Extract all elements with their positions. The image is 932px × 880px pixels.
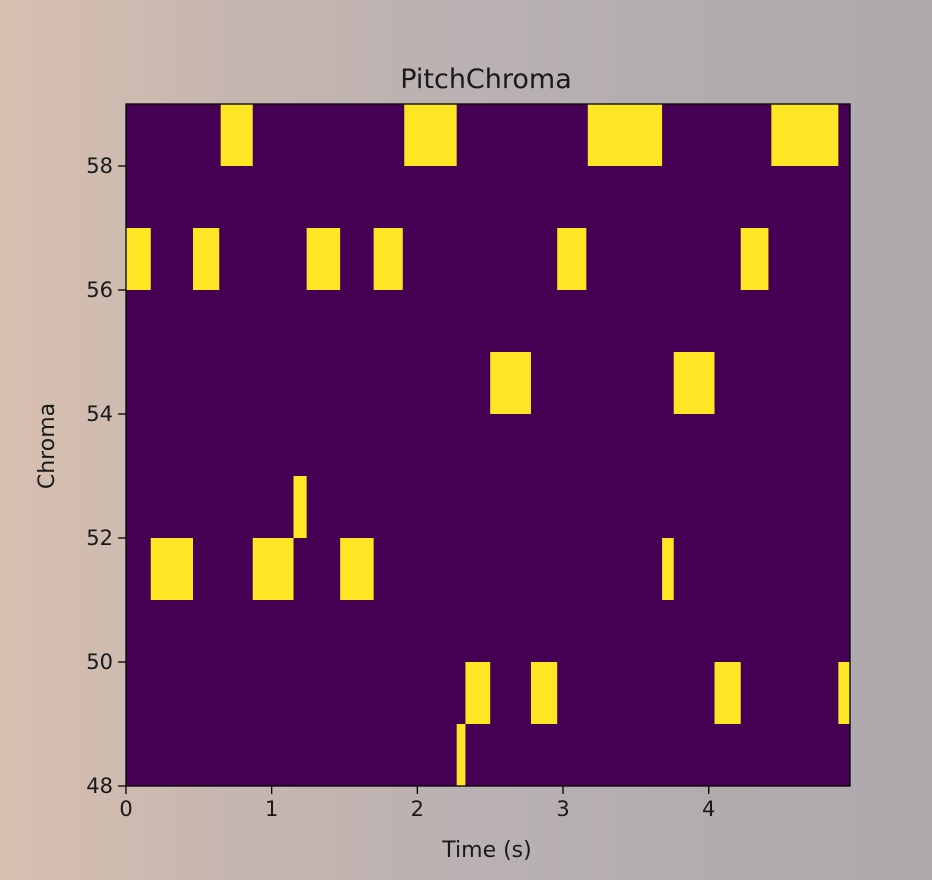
- x-tick-label: 2: [411, 797, 424, 821]
- active-cell: [252, 538, 294, 600]
- active-cell: [373, 228, 403, 290]
- active-cell: [150, 538, 194, 600]
- plot-frame: [125, 103, 851, 787]
- active-cell: [126, 228, 151, 290]
- active-cell: [456, 724, 466, 786]
- y-tick-label: 50: [86, 650, 113, 674]
- x-tick-label: 4: [702, 797, 715, 821]
- x-tick-label: 3: [556, 797, 569, 821]
- active-cell: [557, 228, 587, 290]
- active-cell: [587, 104, 663, 166]
- y-tick-label: 48: [86, 774, 113, 798]
- active-cell: [740, 228, 769, 290]
- y-tick-label: 56: [86, 278, 113, 302]
- y-axis-label: Chroma: [35, 403, 60, 489]
- active-cell: [193, 228, 220, 290]
- active-cell: [662, 538, 674, 600]
- chart-title: PitchChroma: [400, 64, 572, 95]
- x-tick-label: 1: [265, 797, 278, 821]
- y-axis: 48 50 52 54 56 58: [86, 154, 126, 798]
- active-cell: [340, 538, 374, 600]
- active-cell: [673, 352, 715, 414]
- x-tick-label: 0: [119, 797, 132, 821]
- active-cell: [530, 662, 558, 724]
- x-axis-label: Time (s): [441, 838, 531, 863]
- active-cell: [714, 662, 741, 724]
- heatmap-cells: [126, 104, 850, 786]
- y-tick-label: 52: [86, 526, 113, 550]
- active-cell: [490, 352, 531, 414]
- y-tick-label: 58: [86, 154, 113, 178]
- active-cell: [465, 662, 491, 724]
- active-cell: [293, 476, 307, 538]
- x-axis: 0 1 2 3 4: [119, 786, 715, 821]
- y-tick-label: 54: [86, 402, 113, 426]
- active-cell: [220, 104, 253, 166]
- active-cell: [838, 662, 850, 724]
- active-cell: [404, 104, 457, 166]
- active-cell: [771, 104, 839, 166]
- active-cell: [306, 228, 341, 290]
